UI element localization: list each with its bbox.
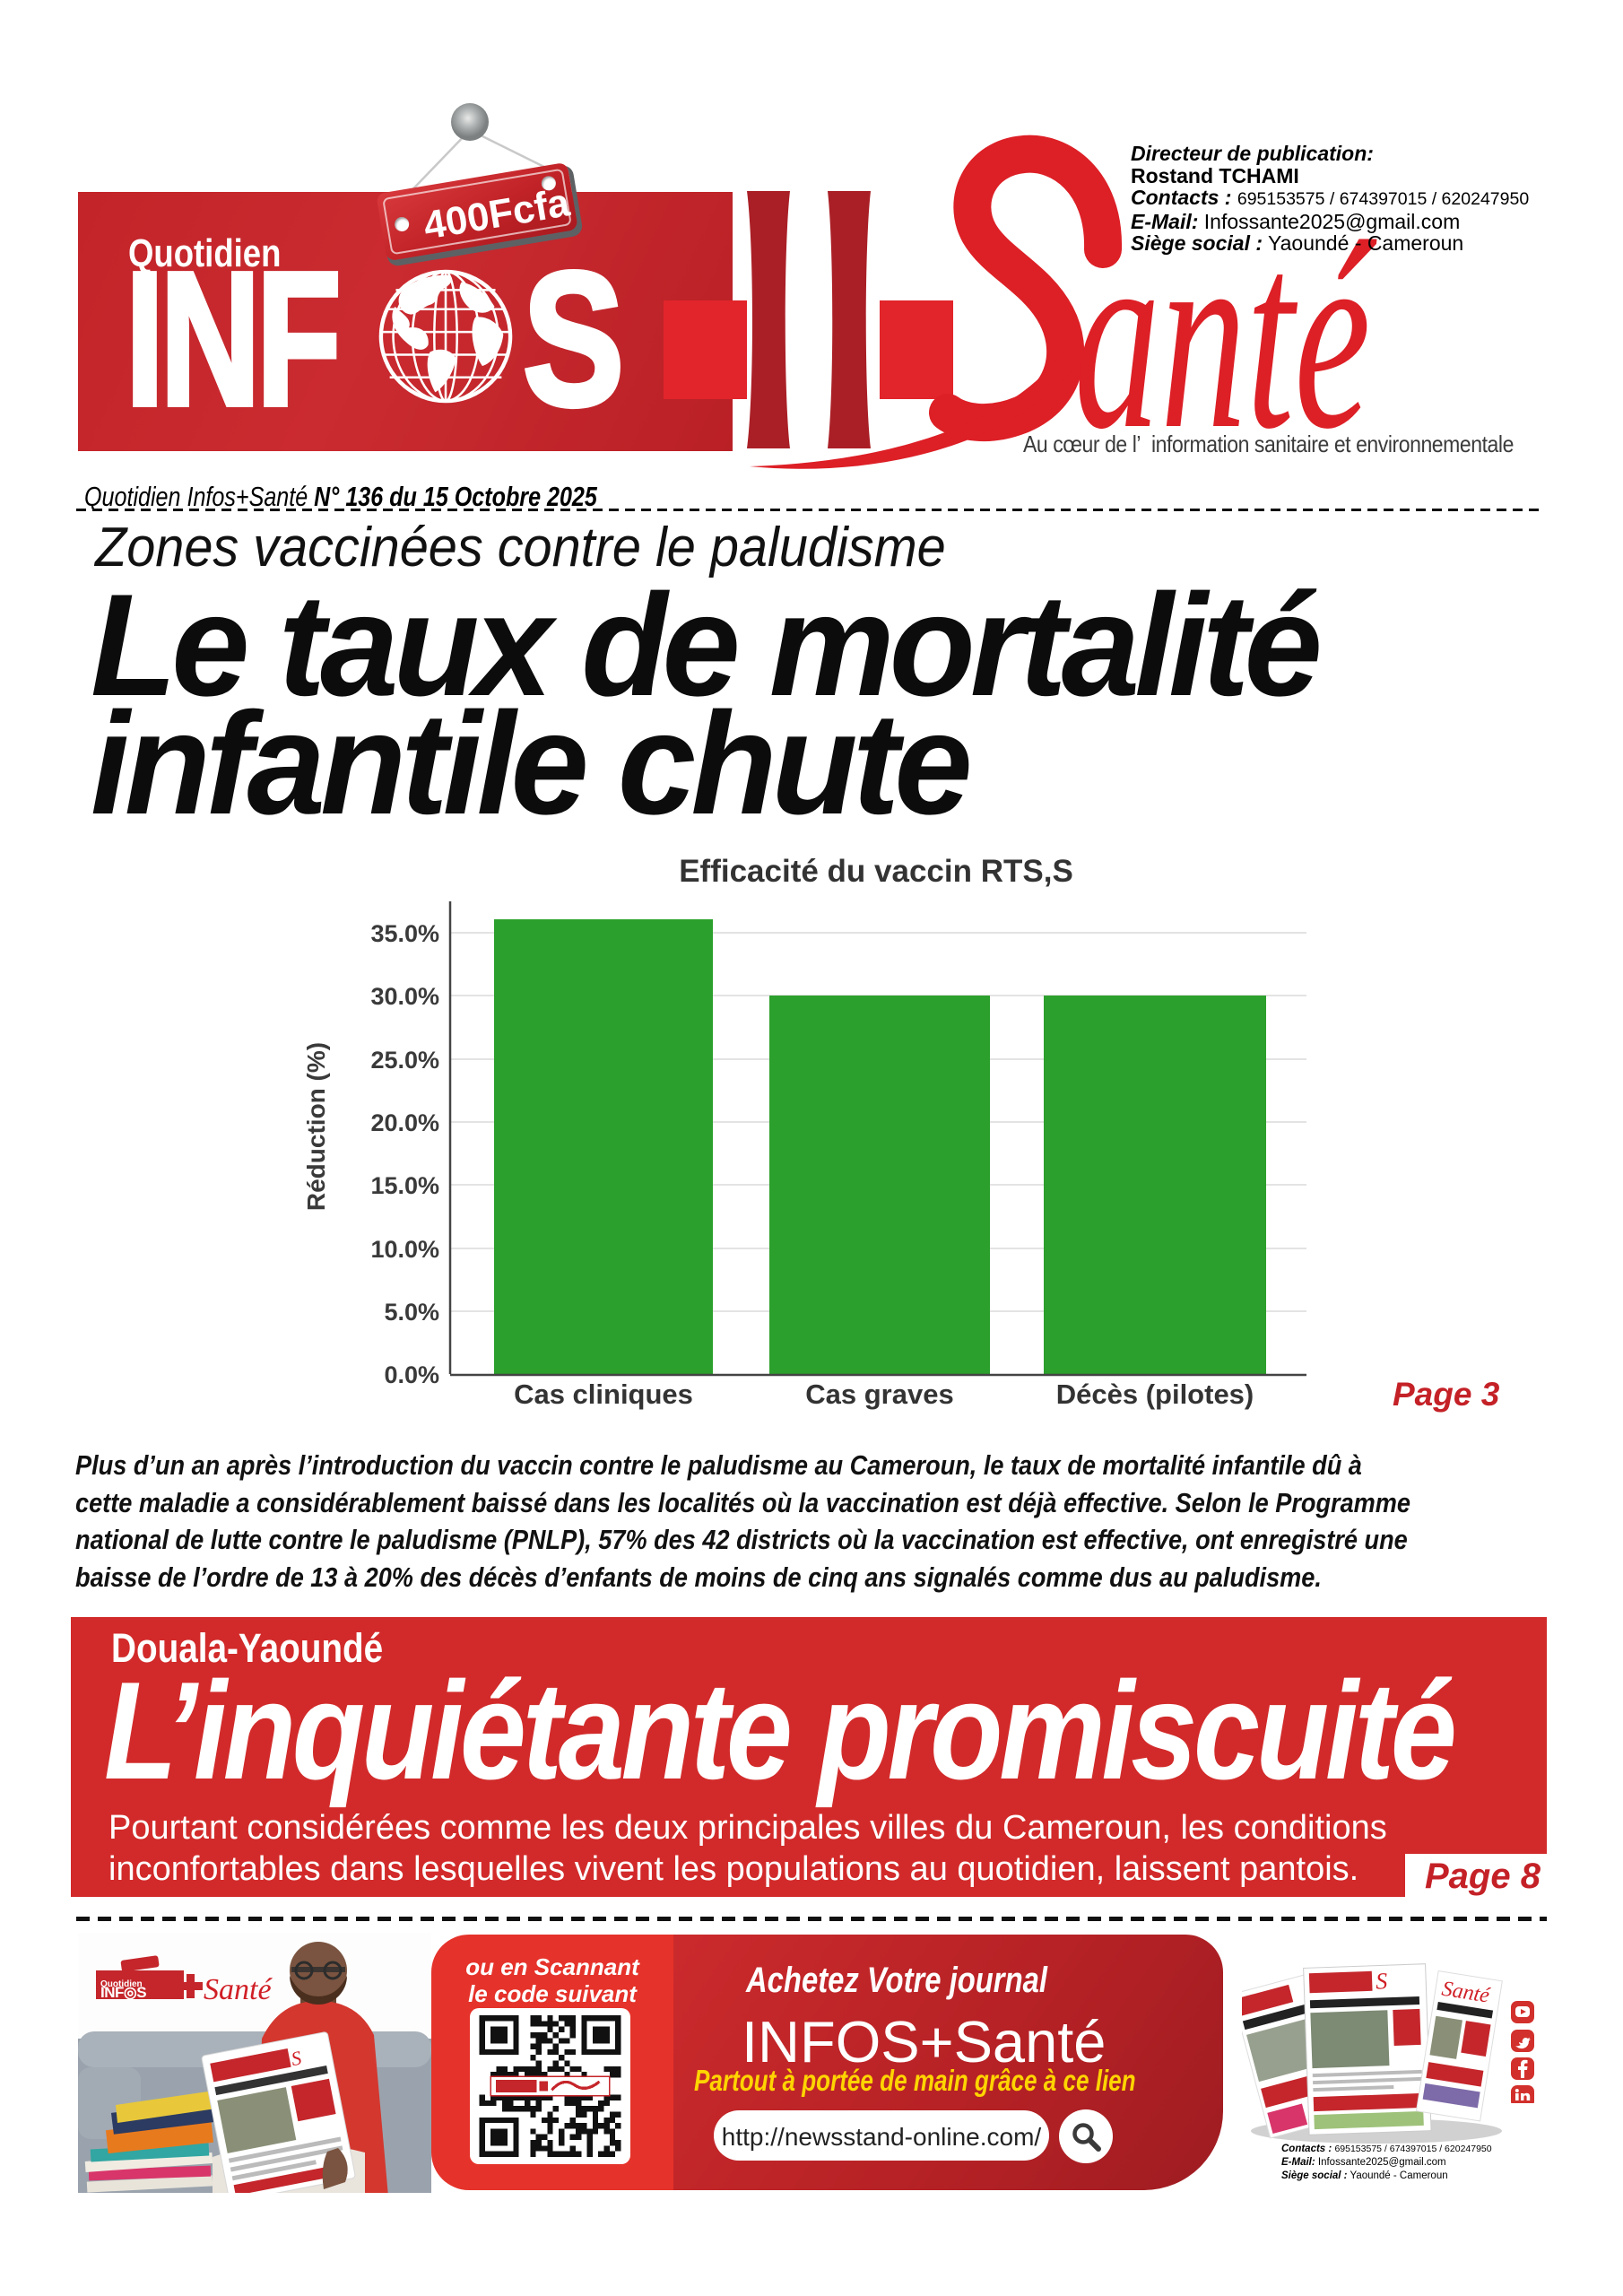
svg-text:25.0%: 25.0% — [370, 1047, 439, 1074]
svg-text:S: S — [1376, 1968, 1388, 1994]
svg-text:15.0%: 15.0% — [370, 1172, 439, 1199]
svg-text:Santé: Santé — [204, 1973, 273, 2006]
svg-text:Réduction (%): Réduction (%) — [302, 1042, 330, 1211]
svg-text:20.0%: 20.0% — [370, 1109, 439, 1136]
svg-text:30.0%: 30.0% — [370, 983, 439, 1010]
svg-text:Cas graves: Cas graves — [805, 1378, 953, 1410]
svg-text:10.0%: 10.0% — [370, 1236, 439, 1263]
svg-text:Efficacité du vaccin RTS,S: Efficacité du vaccin RTS,S — [679, 854, 1073, 889]
svg-text:0.0%: 0.0% — [384, 1361, 439, 1388]
svg-text:Cas cliniques: Cas cliniques — [514, 1378, 693, 1410]
svg-text:anté: anté — [1074, 187, 1377, 475]
svg-text:Décès (pilotes): Décès (pilotes) — [1056, 1378, 1254, 1410]
svg-text:Quotidien: Quotidien — [100, 1979, 143, 1989]
svg-text:5.0%: 5.0% — [384, 1299, 439, 1326]
svg-text:35.0%: 35.0% — [370, 920, 439, 947]
svg-text:S: S — [290, 2046, 304, 2070]
svg-text:INF◎S: INF◎S — [100, 1984, 146, 2001]
